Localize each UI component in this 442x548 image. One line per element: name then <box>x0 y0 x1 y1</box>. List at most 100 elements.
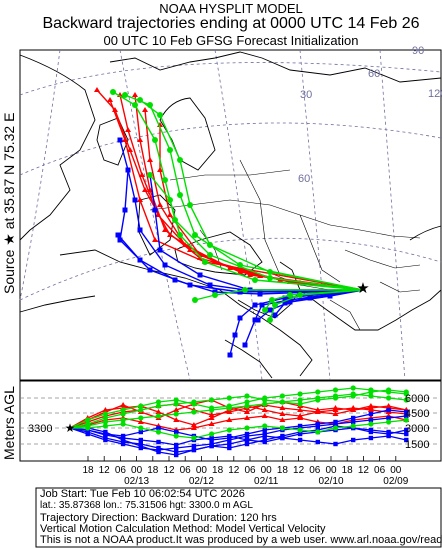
height-trajectory-marker <box>244 437 250 443</box>
date-tick-label: 02/10 <box>318 476 343 487</box>
trajectory-marker <box>110 89 116 95</box>
graticule-line <box>19 49 61 301</box>
height-trajectory-line <box>69 403 407 429</box>
height-trajectory-marker <box>280 433 285 439</box>
trajectory-marker <box>167 212 173 217</box>
height-trajectory-line <box>69 409 407 441</box>
height-trajectory-marker <box>262 431 267 437</box>
hour-tick-label: 00 <box>390 465 402 476</box>
height-trajectory-marker <box>385 403 392 408</box>
height-trajectory-marker <box>174 445 179 451</box>
date-tick-label: 02/11 <box>254 476 279 487</box>
height-trajectory-marker <box>368 427 374 433</box>
hour-tick-label: 00 <box>261 465 273 476</box>
trajectory-marker <box>127 147 133 152</box>
height-tick-label: 4500 <box>405 408 429 420</box>
coastline <box>19 54 96 241</box>
height-trajectory-marker <box>103 431 108 437</box>
height-trajectory-marker <box>138 445 143 451</box>
height-trajectory-marker <box>368 393 374 399</box>
height-trajectory-marker <box>209 407 215 413</box>
height-trajectory-marker <box>138 437 143 443</box>
height-trajectory-marker <box>85 431 90 437</box>
height-tick-labels: 6000 4500 3000 1500 <box>405 393 429 451</box>
height-trajectory-marker <box>297 407 304 412</box>
height-trajectory-marker <box>404 413 409 419</box>
height-trajectory-marker <box>386 389 392 395</box>
height-trajectory-marker <box>226 417 233 422</box>
footer-frame <box>35 487 442 548</box>
height-trajectory-marker <box>244 409 250 414</box>
trajectory-marker <box>252 302 258 308</box>
height-trajectory-line <box>69 415 407 431</box>
trajectory-marker <box>192 232 198 238</box>
height-trajectory-marker <box>120 411 126 417</box>
trajectory-marker <box>162 177 168 183</box>
height-trajectory-marker <box>156 425 161 431</box>
trajectory-marker <box>157 247 163 253</box>
height-tick-label: 1500 <box>405 439 429 451</box>
height-trajectory-marker <box>351 419 356 425</box>
footer-disclaimer: This is not a NOAA product.It was produc… <box>40 534 442 546</box>
trajectory-marker <box>207 252 213 258</box>
height-trajectory-marker <box>208 415 215 420</box>
height-trajectory-marker <box>351 415 356 421</box>
height-trajectory-line <box>69 415 407 451</box>
coastline <box>59 249 313 377</box>
trajectory-marker <box>272 312 278 318</box>
trajectory-marker <box>125 127 131 132</box>
trajectory-marker <box>147 172 153 178</box>
hour-tick-label: 12 <box>358 465 370 476</box>
graticule-label: 60 <box>368 68 380 80</box>
height-trajectory-marker <box>332 411 339 416</box>
height-trajectory-marker <box>279 399 285 405</box>
height-trajectory-marker <box>190 425 197 430</box>
hour-tick-label: 12 <box>99 465 111 476</box>
height-trajectory-marker <box>297 427 303 433</box>
height-trajectory-marker <box>173 417 180 422</box>
trajectory-marker <box>137 227 143 233</box>
graticule-line <box>119 49 191 381</box>
hour-tick-label: 18 <box>147 465 159 476</box>
trajectory-marker <box>137 197 143 202</box>
height-trajectory-marker <box>368 421 374 427</box>
height-trajectory-marker <box>262 395 268 401</box>
height-trajectory-marker <box>120 421 126 427</box>
height-trajectory-marker <box>155 409 162 414</box>
footer-location: lat.: 35.87368 lon.: 75.31506 hgt: 3300.… <box>40 500 253 511</box>
height-tick-label: 3000 <box>405 423 429 435</box>
height-trajectory-marker <box>279 405 286 410</box>
height-trajectory-marker <box>120 437 126 443</box>
height-trajectory-marker <box>404 437 409 443</box>
trajectory-marker <box>132 92 138 97</box>
height-trajectory-marker <box>351 437 356 443</box>
height-trajectory-marker <box>137 419 144 424</box>
trajectory-marker <box>192 297 198 303</box>
trajectory-marker <box>269 297 275 303</box>
coastline <box>409 225 442 241</box>
height-trajectory-marker <box>174 442 179 448</box>
height-trajectory-marker <box>102 423 108 429</box>
trajectory-marker <box>132 197 138 203</box>
height-trajectory-marker <box>156 447 161 453</box>
height-trajectory-marker <box>332 393 339 399</box>
height-trajectory-marker <box>297 391 303 397</box>
height-trajectories <box>69 385 410 458</box>
hour-tick-label: 18 <box>342 465 354 476</box>
trajectory-line <box>117 234 364 295</box>
trajectory-marker <box>125 167 131 173</box>
height-trajectory-marker <box>120 417 126 423</box>
height-trajectory-marker <box>120 433 126 439</box>
height-trajectory-marker <box>332 407 339 412</box>
height-trajectory-marker <box>226 405 232 411</box>
height-trajectory-marker <box>262 427 267 433</box>
height-trajectory-line <box>69 405 407 429</box>
graticule-label: 90 <box>412 45 424 57</box>
trajectory-line <box>149 174 364 291</box>
hour-tick-label: 06 <box>115 465 127 476</box>
hour-tick-label: 06 <box>244 465 256 476</box>
trajectory-marker <box>267 317 273 323</box>
height-trajectory-marker <box>386 415 391 421</box>
height-trajectory-marker <box>191 409 197 415</box>
